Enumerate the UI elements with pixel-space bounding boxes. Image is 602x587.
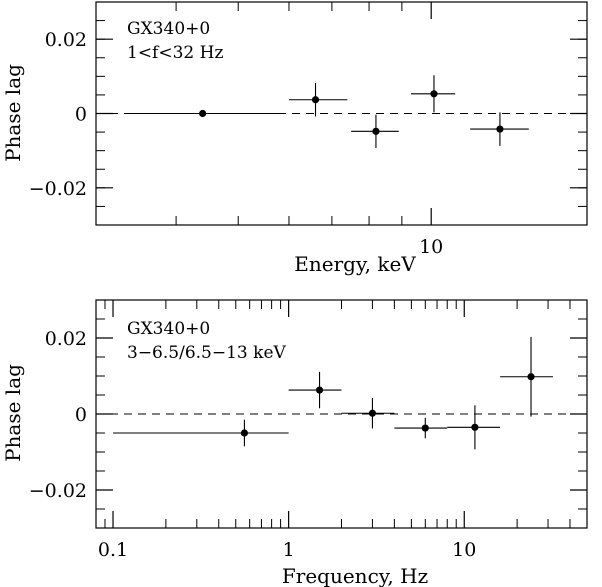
data-point [421,424,429,432]
y-tick-label: −0.02 [29,480,87,502]
y-tick-label: −0.02 [29,178,87,200]
data-point-group [351,114,399,149]
annotation-range: 1<f<32 Hz [127,43,223,63]
y-tick-label: 0 [75,104,87,126]
data-point-group [410,75,456,113]
y-tick-label: 0.02 [45,29,87,51]
x-tick-label: 0.1 [98,539,128,561]
x-tick-label: 10 [452,539,476,561]
data-point [496,125,504,133]
data-point-group [113,419,289,447]
x-axis-title: Frequency, Hz [282,564,428,587]
frequency-panel: 0.02 0 −0.02 0.1 1 10 GX340+0 3−6.5/6.5−13 k… [1,299,588,587]
data-point-group [341,398,395,429]
y-tick-label: 0.02 [45,328,87,350]
data-point-group [288,371,342,409]
data-point [240,429,249,437]
data-point-group [470,112,529,146]
data-point [527,373,535,381]
energy-panel: 0.02 0 −0.02 10 GX340+0 1<f<32 Hz Energy, … [1,1,588,276]
x-tick-label: 10 [419,236,443,258]
data-point-group [394,417,448,439]
annotation-band: 3−6.5/6.5−13 keV [127,343,287,363]
data-point [368,409,377,417]
data-point-group [500,336,553,417]
data-point [430,90,438,98]
x-axis-title: Energy, keV [294,252,416,276]
data-point-group [130,109,285,118]
data-point [372,127,380,135]
data-point [199,109,207,118]
data-point-group [288,83,348,117]
x-tick-label: 1 [283,539,295,561]
data-point-group [447,405,501,450]
y-axis-title: Phase lag [1,364,25,462]
data-point [311,96,320,104]
data-point [471,423,479,431]
data-point [315,386,324,394]
annotation-source: GX340+0 [127,19,210,39]
y-tick-label: 0 [75,404,87,426]
y-axis-title: Phase lag [1,64,25,162]
annotation-source: GX340+0 [127,319,210,339]
